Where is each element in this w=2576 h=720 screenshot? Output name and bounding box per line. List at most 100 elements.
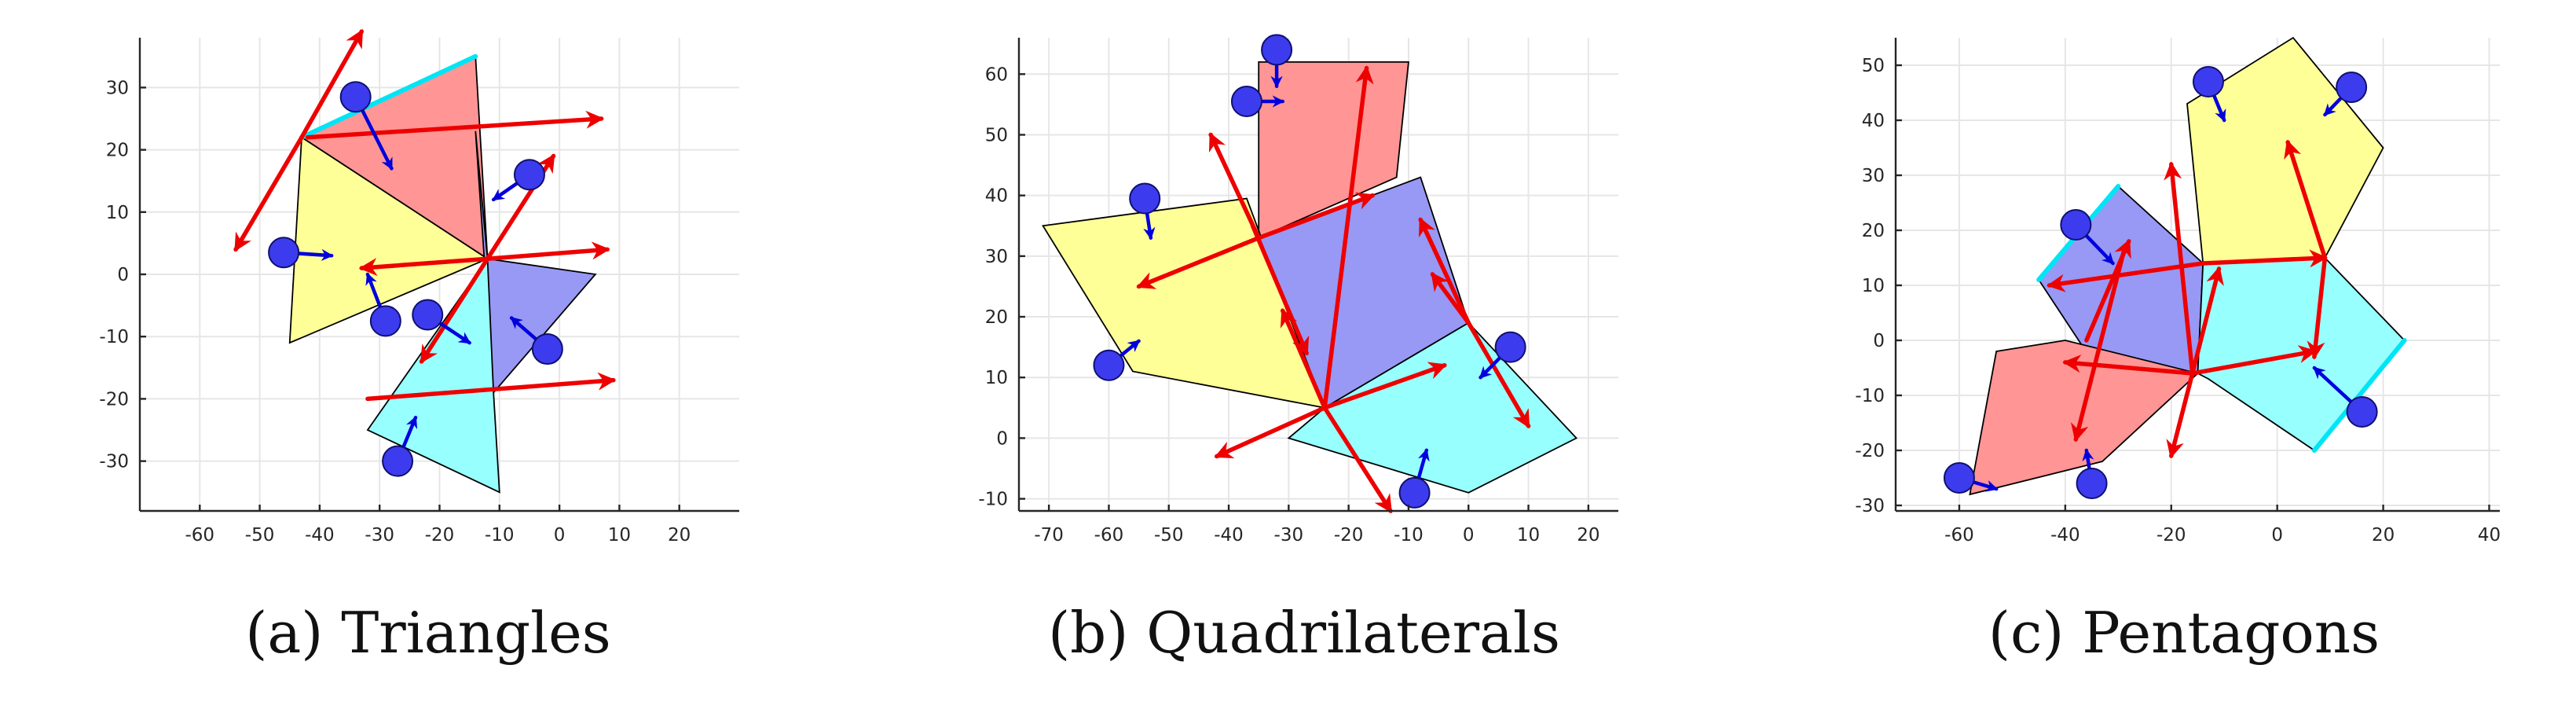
panel-c-y-tick-label: 50 xyxy=(1862,56,1885,76)
panel-b-x-tick-label: 0 xyxy=(1463,525,1475,546)
panel-c-polygon-red xyxy=(1969,340,2200,496)
panel-b-red-arrow xyxy=(1250,223,1310,356)
panel-b-y-tick-label: 0 xyxy=(996,428,1008,449)
panel-b-red-arrow xyxy=(1430,272,1471,325)
panel-c-agent xyxy=(2336,72,2368,103)
panel-a-x-tick-label: 20 xyxy=(668,525,691,546)
panel-a-red-arrow xyxy=(485,241,610,261)
panel-c-red-arrow xyxy=(2166,371,2195,459)
panel-c-y-tick-label: 0 xyxy=(1873,331,1885,351)
panel-c-highlight-edge xyxy=(2311,338,2407,453)
panel-b-x-tick-label: 10 xyxy=(1517,525,1540,546)
panel-c-red-arrow xyxy=(2190,266,2224,376)
panel-c-agent xyxy=(2192,66,2224,97)
panel-c-y-tick-label: 10 xyxy=(1862,276,1885,296)
panel-c-x-tick-label: 0 xyxy=(2271,525,2283,546)
panel-a-x-tick-label: -40 xyxy=(305,525,335,546)
panel-a-x-tick-label: -50 xyxy=(245,525,275,546)
panel-b-red-arrow xyxy=(1136,235,1261,289)
panel-b-x-tick-label: -70 xyxy=(1034,525,1064,546)
panel-c-x-tick-label: -20 xyxy=(2156,525,2186,546)
panel-a-agent xyxy=(369,305,401,337)
panel-a-y-tick-label: 30 xyxy=(106,78,129,98)
panel-b-agent xyxy=(1398,476,1431,509)
panel-a-red-arrow xyxy=(299,29,365,140)
panel-a-y-tick-label: 20 xyxy=(106,141,129,161)
panel-a-x-tick-label: -10 xyxy=(485,525,515,546)
panel-c-x-tick-label: -40 xyxy=(2050,525,2080,546)
panel-c-y-tick-label: 40 xyxy=(1862,111,1885,131)
panel-b-x-tick-label: -30 xyxy=(1274,525,1304,546)
panel-b-red-arrow xyxy=(1256,192,1376,241)
panel-a-x-tick-label: -30 xyxy=(365,525,394,546)
panel-b-polygon-cyan xyxy=(1287,321,1578,494)
panel-b-red-arrow xyxy=(1322,406,1393,513)
panel-b-agent xyxy=(1494,331,1526,363)
panel-a-red-arrow xyxy=(358,256,490,277)
panel-a-x-tick-label: -60 xyxy=(185,525,215,546)
panel-b-y-tick-label: 40 xyxy=(985,186,1008,207)
panel-a-agent xyxy=(531,333,563,366)
panel-a-x-tick-label: -20 xyxy=(425,525,455,546)
panel-b-agent xyxy=(1093,349,1125,381)
panel-c-red-arrow xyxy=(2047,261,2205,292)
panel-b-x-tick-label: -20 xyxy=(1334,525,1364,546)
panel-a: (a) Triangles -60 -50 -40 -30 -20 -10 0 10 20 -30… xyxy=(99,29,739,666)
panel-c-red-arrow xyxy=(2190,345,2318,376)
panel-b: (b) Quadrilaterals -70 -60 -50 -40 -30 -20 -10… xyxy=(978,34,1618,666)
panel-b-y-tick-label: 50 xyxy=(985,125,1008,145)
panel-a-agent xyxy=(412,299,444,331)
panel-b-y-tick-label: 60 xyxy=(985,64,1008,85)
panel-a-highlight-edge xyxy=(299,53,478,140)
panel-a-agent xyxy=(382,445,414,477)
panel-c: (c) Pentagons -60 -40 -20 0 20 40 -30 -20 -10 0 10… xyxy=(1855,36,2501,666)
panel-b-red-arrow xyxy=(1322,362,1447,410)
panel-b-red-arrow xyxy=(1214,406,1327,459)
panel-c-y-tick-label: -20 xyxy=(1855,441,1885,461)
panel-a-red-arrow xyxy=(305,110,604,140)
panel-c-caption: (c) Pentagons xyxy=(1988,600,2380,666)
panel-a-y-tick-label: 10 xyxy=(106,203,129,223)
panel-b-x-tick-label: -50 xyxy=(1154,525,1184,546)
panel-c-red-arrow xyxy=(2071,250,2126,443)
panel-b-caption: (b) Quadrilaterals xyxy=(1048,600,1560,666)
panel-b-y-tick-label: 10 xyxy=(985,368,1008,388)
panel-c-x-tick-label: 40 xyxy=(2478,525,2501,546)
panel-c-red-arrow xyxy=(2284,139,2328,260)
panel-a-caption: (a) Triangles xyxy=(245,600,610,666)
panel-c-red-arrow xyxy=(2200,249,2328,268)
panel-a-y-tick-label: 0 xyxy=(117,265,129,285)
panel-c-red-arrow xyxy=(2164,161,2195,376)
panel-a-y-tick-label: -20 xyxy=(99,389,129,410)
panel-b-y-tick-label: -10 xyxy=(978,490,1008,510)
panel-b-red-arrow xyxy=(1322,65,1374,410)
panel-b-red-arrow xyxy=(1280,308,1327,410)
panel-c-red-arrow xyxy=(2062,354,2195,376)
panel-a-red-arrow xyxy=(365,372,617,402)
panel-b-agent xyxy=(1261,34,1293,66)
panel-c-agent xyxy=(1943,462,1975,494)
panel-c-y-tick-label: -10 xyxy=(1855,386,1885,406)
panel-c-y-tick-label: 20 xyxy=(1862,221,1885,241)
panel-c-red-arrow xyxy=(2307,255,2328,360)
panel-a-x-tick-label: 10 xyxy=(608,525,631,546)
panel-b-y-tick-label: 20 xyxy=(985,307,1008,328)
panel-a-y-tick-label: -30 xyxy=(99,452,129,472)
panel-c-agent xyxy=(2060,209,2092,241)
panel-c-y-tick-label: -30 xyxy=(1855,496,1885,516)
panel-c-agent xyxy=(2076,468,2108,499)
panel-c-y-tick-label: 30 xyxy=(1862,166,1885,186)
panel-b-polygon-red xyxy=(1258,61,1409,240)
panel-b-agent xyxy=(1230,86,1262,118)
panel-b-x-tick-label: -40 xyxy=(1214,525,1244,546)
panel-a-agent xyxy=(513,159,545,191)
panel-c-x-tick-label: -60 xyxy=(1944,525,1974,546)
panel-b-agent xyxy=(1129,182,1161,215)
panel-a-red-arrow xyxy=(233,134,304,252)
panel-b-red-arrow xyxy=(1418,217,1471,325)
panel-b-x-tick-label: -10 xyxy=(1394,525,1424,546)
panel-a-agent xyxy=(339,81,372,113)
panel-b-red-arrow xyxy=(1208,132,1261,241)
panel-a-polygon-yellow xyxy=(288,136,489,344)
